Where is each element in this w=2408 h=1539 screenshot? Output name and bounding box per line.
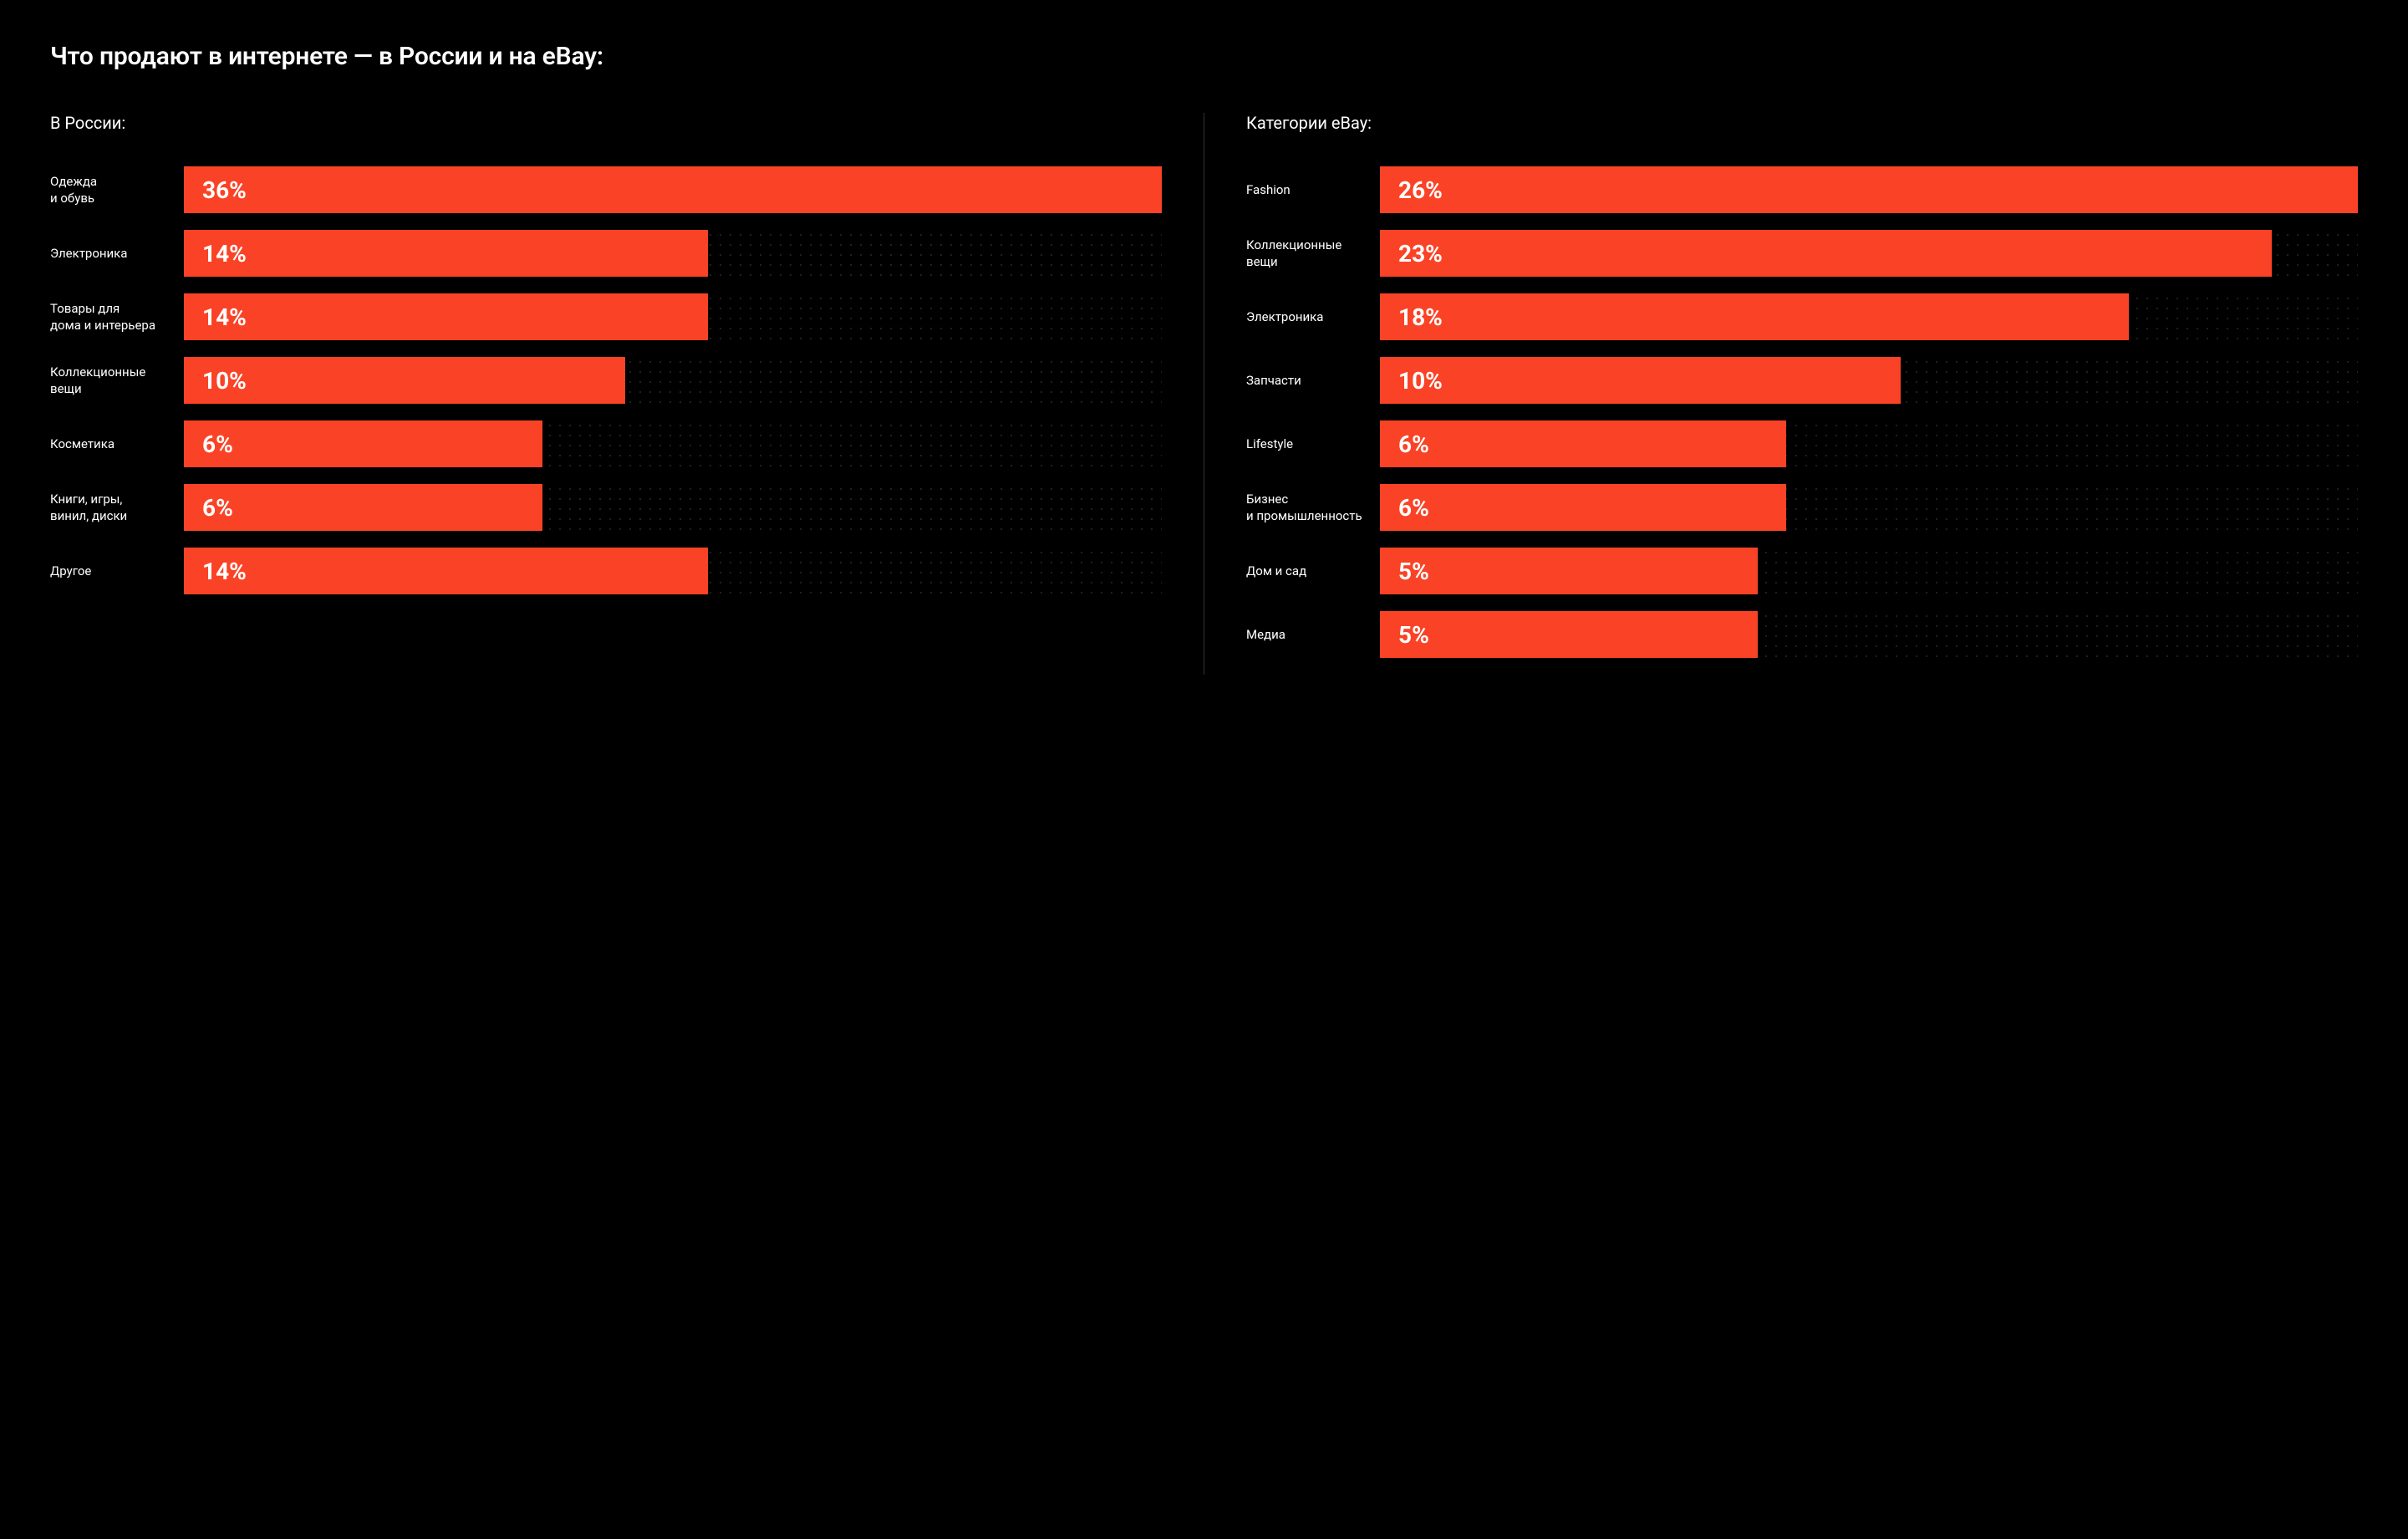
bar: 6% [1380, 484, 1786, 531]
bar-track: 36% [184, 166, 1162, 213]
bar-value: 6% [1398, 494, 1429, 522]
bar-track: 14% [184, 293, 1162, 340]
bar-track: 14% [184, 548, 1162, 594]
bar-value: 14% [202, 240, 247, 268]
bar-label: Fashion [1246, 181, 1380, 198]
bar-row: Книги, игры,винил, диски 6% [50, 484, 1162, 531]
bar-value: 6% [1398, 431, 1429, 458]
bar-label: Косметика [50, 436, 184, 452]
bar: 14% [184, 230, 708, 277]
column-russia-title: В России: [50, 113, 1162, 133]
bar: 6% [184, 484, 542, 531]
bar-row: Электроника 18% [1246, 293, 2358, 340]
bar: 10% [184, 357, 625, 404]
bar-row: Одеждаи обувь 36% [50, 166, 1162, 213]
bar-value: 26% [1398, 176, 1443, 204]
bar: 18% [1380, 293, 2129, 340]
bar-label: Запчасти [1246, 372, 1380, 389]
bar-track: 5% [1380, 548, 2358, 594]
bar-value: 14% [202, 303, 247, 331]
bar-row: Электроника 14% [50, 230, 1162, 277]
bar-label: Медиа [1246, 626, 1380, 643]
bar-track: 26% [1380, 166, 2358, 213]
bar-track: 6% [1380, 420, 2358, 467]
bar-track: 10% [184, 357, 1162, 404]
bar-value: 5% [1398, 621, 1429, 649]
bar: 5% [1380, 611, 1758, 658]
bar-track: 6% [184, 420, 1162, 467]
bar-track: 23% [1380, 230, 2358, 277]
bar-row: Коллекционныевещи 23% [1246, 230, 2358, 277]
bar-track: 6% [184, 484, 1162, 531]
bar-row: Запчасти 10% [1246, 357, 2358, 404]
bar-label: Товары длядома и интерьера [50, 300, 184, 334]
bar-value: 6% [202, 494, 233, 522]
bars-ebay: Fashion 26% Коллекционныевещи 23% Электроник… [1246, 166, 2358, 658]
bar-track: 14% [184, 230, 1162, 277]
bar-label: Коллекционныевещи [50, 364, 184, 398]
column-ebay: Категории eBay: Fashion 26% Коллекционныев… [1204, 113, 2358, 675]
bar-label: Книги, игры,винил, диски [50, 491, 184, 525]
bar-label: Электроника [50, 245, 184, 262]
bar-label: Дом и сад [1246, 563, 1380, 579]
page-title: Что продают в интернете — в России и на … [50, 42, 2358, 71]
bar-label: Бизнеси промышленность [1246, 491, 1380, 525]
bar-track: 18% [1380, 293, 2358, 340]
bar-track: 6% [1380, 484, 2358, 531]
bar: 6% [184, 420, 542, 467]
bar: 10% [1380, 357, 1901, 404]
bars-russia: Одеждаи обувь36%Электроника14%Товары для… [50, 166, 1162, 594]
bar-value: 18% [1398, 303, 1443, 331]
bar-value: 14% [202, 558, 247, 585]
bar: 14% [184, 293, 708, 340]
bar-label: Коллекционныевещи [1246, 237, 1380, 271]
bar-value: 36% [202, 176, 247, 204]
bar: 23% [1380, 230, 2272, 277]
bar-row: Товары длядома и интерьера 14% [50, 293, 1162, 340]
bar-track: 5% [1380, 611, 2358, 658]
bar-row: Lifestyle 6% [1246, 420, 2358, 467]
bar-value: 5% [1398, 558, 1429, 585]
bar-label: Одеждаи обувь [50, 173, 184, 207]
bar-track: 10% [1380, 357, 2358, 404]
column-ebay-title: Категории eBay: [1246, 113, 2358, 133]
bar-label: Lifestyle [1246, 436, 1380, 452]
bar-row: Fashion 26% [1246, 166, 2358, 213]
bar-row: Коллекционныевещи 10% [50, 357, 1162, 404]
bar: 26% [1380, 166, 2358, 213]
bar-row: Бизнеси промышленность 6% [1246, 484, 2358, 531]
bar-row: Косметика 6% [50, 420, 1162, 467]
bar-label: Электроника [1246, 308, 1380, 325]
chart-columns: В России: Одеждаи обувь 36% Электроника 14%… [50, 113, 2358, 675]
bar: 6% [1380, 420, 1786, 467]
bar-row: Другое 14% [50, 548, 1162, 594]
bar: 36% [184, 166, 1162, 213]
bar-row: Дом и сад 5% [1246, 548, 2358, 594]
bar-value: 6% [202, 431, 233, 458]
bar: 5% [1380, 548, 1758, 594]
column-russia: В России: Одеждаи обувь 36% Электроника 14%… [50, 113, 1204, 675]
bar-value: 10% [202, 367, 247, 395]
bar-label: Другое [50, 563, 184, 579]
bar-value: 23% [1398, 240, 1443, 268]
bar: 14% [184, 548, 708, 594]
bar-value: 10% [1398, 367, 1443, 395]
bar-row: Медиа 5% [1246, 611, 2358, 658]
